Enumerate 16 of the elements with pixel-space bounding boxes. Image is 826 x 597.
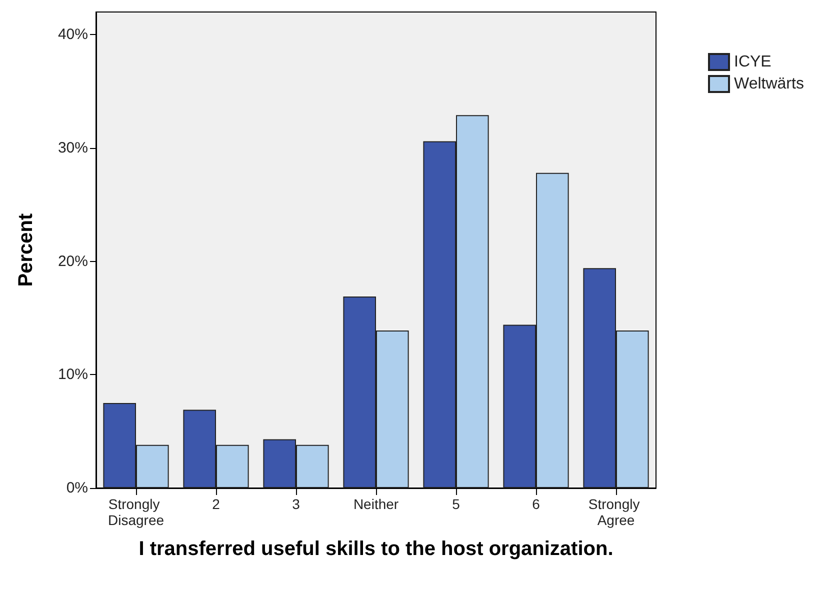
- x-tick-label: Strongly Agree: [588, 496, 644, 528]
- y-axis-title: Percent: [15, 212, 37, 287]
- x-tick-label: 5: [452, 496, 460, 512]
- x-axis-title: I transferred useful skills to the host organization.: [138, 538, 614, 560]
- x-tick-label: 3: [292, 496, 300, 512]
- legend-label: Weltwärts: [734, 76, 804, 92]
- x-tick-label: Strongly Disagree: [108, 496, 164, 528]
- x-tick-label: 2: [212, 496, 220, 512]
- legend-label: ICYE: [734, 54, 772, 70]
- y-tick-label: 10%: [58, 366, 88, 384]
- y-tick-label: 40%: [58, 26, 88, 44]
- y-tick-label: 30%: [58, 140, 88, 156]
- y-tick-label: 0%: [66, 480, 88, 496]
- x-tick-label: Neither: [353, 496, 399, 512]
- x-tick-label: 6: [532, 496, 540, 512]
- y-tick-label: 20%: [58, 252, 88, 270]
